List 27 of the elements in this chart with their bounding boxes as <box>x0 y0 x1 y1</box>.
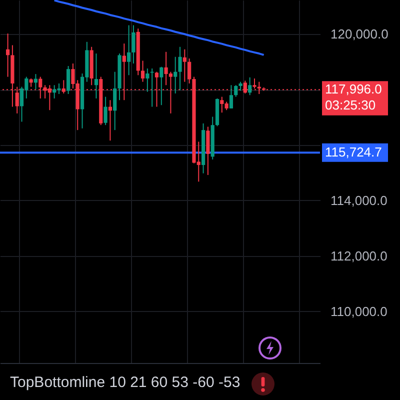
candlestick <box>127 24 131 76</box>
text: 03:25:30 <box>325 98 376 113</box>
y-tick-label: 114,000.0 <box>330 192 388 208</box>
candlestick <box>206 126 210 176</box>
candlestick <box>66 66 70 95</box>
ref-line-label: 117,996.0 <box>325 82 382 97</box>
text: TopBottomline 10 21 60 53 -60 -53 <box>10 374 240 391</box>
candlestick <box>113 71 117 131</box>
candlestick <box>229 84 234 109</box>
candlestick <box>6 33 10 78</box>
candlestick <box>140 60 145 82</box>
line-series <box>53 0 265 56</box>
candlestick <box>234 84 238 98</box>
candlestick <box>62 80 66 94</box>
y-tick-label: 120,000.0 <box>330 26 388 42</box>
candlestick <box>174 56 178 94</box>
candlestick <box>182 48 186 82</box>
candlestick <box>178 46 182 91</box>
y-tick-label: 112,000.0 <box>330 248 388 264</box>
candlestick <box>248 76 252 96</box>
candlestick <box>104 96 108 126</box>
ref-line-label: 115,724.7 <box>325 144 382 160</box>
candlestick <box>160 66 164 106</box>
candlestick <box>94 53 98 99</box>
y-tick-label: 110,000.0 <box>330 304 388 319</box>
candlestick <box>146 68 150 92</box>
candlestick <box>132 24 136 64</box>
